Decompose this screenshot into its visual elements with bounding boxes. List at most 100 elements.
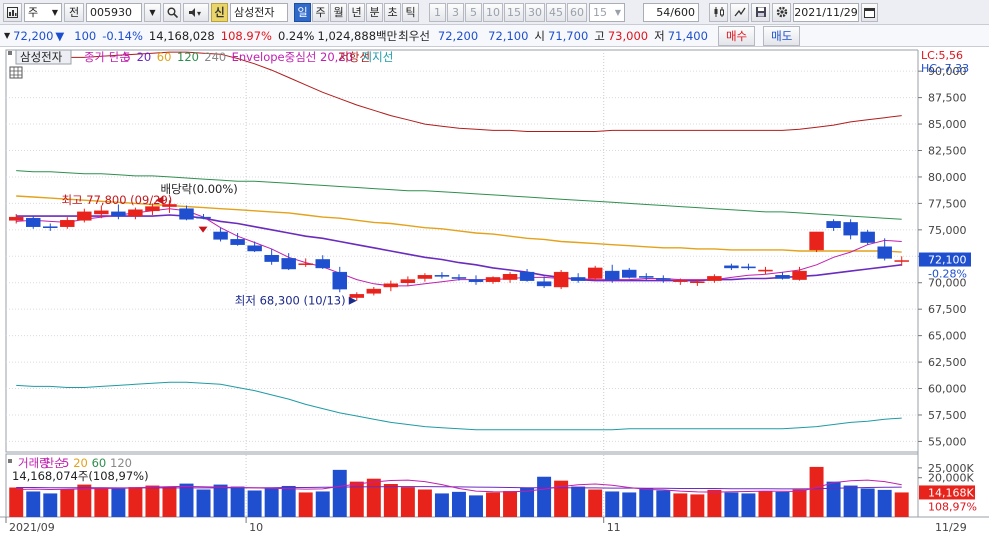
candle-body: [315, 259, 330, 269]
high-price: 73,000: [607, 28, 649, 43]
legend-ma-period: 20: [137, 50, 152, 64]
candle-body: [843, 222, 858, 236]
candle-body: [60, 220, 75, 227]
interval-button-45[interactable]: 45: [546, 2, 566, 22]
candle-body: [639, 276, 654, 278]
y-tick-label: 60,000: [928, 383, 967, 396]
period-tab-6[interactable]: 틱: [402, 2, 419, 22]
candle-body: [94, 210, 109, 215]
interval-button-10[interactable]: 10: [483, 2, 503, 22]
search-icon[interactable]: [163, 2, 181, 22]
volume-bar: [843, 485, 858, 517]
current-price: 72,200: [13, 28, 54, 43]
interval-button-5[interactable]: 5: [465, 2, 482, 22]
candle-body: [553, 271, 569, 288]
date-field[interactable]: 2021/11/29: [793, 2, 859, 22]
candle-body: [570, 277, 586, 281]
period-tab-5[interactable]: 초: [384, 2, 401, 22]
legends: 삼성전자 종가 단순5 20 60 120 240 Envelope중심선 20,20저항선…: [8, 49, 393, 483]
candle-body: [775, 275, 790, 279]
volume-bar: [281, 485, 296, 517]
volume-legend-name: 거래량: [18, 456, 50, 470]
candle-body: [707, 276, 722, 281]
volume-bar: [554, 480, 569, 517]
interval-button-3[interactable]: 3: [447, 2, 464, 22]
candle-body: [26, 217, 41, 227]
price-tag-pct: -0.28%: [928, 268, 967, 281]
save-icon[interactable]: [751, 2, 770, 22]
interval-button-15[interactable]: 15: [504, 2, 524, 22]
envelope-upper-line: [16, 51, 902, 132]
buy-button[interactable]: 매수: [717, 25, 756, 46]
calendar-icon[interactable]: [861, 2, 878, 22]
dropdown-marker-icon[interactable]: ▼: [4, 31, 11, 40]
y-tick-label: 65,000: [928, 330, 967, 343]
candle-body: [673, 280, 688, 282]
candle-body: [332, 271, 347, 290]
volume-bar: [588, 489, 603, 517]
volume-legend-bullet-icon: [8, 459, 12, 463]
stock-code-input[interactable]: 005930: [86, 2, 142, 22]
legend-name-box: [15, 49, 72, 65]
trend-line-icon[interactable]: [730, 2, 749, 22]
interval-button-30[interactable]: 30: [525, 2, 545, 22]
y-tick-label: 75,000: [928, 224, 967, 237]
volume-legend-ma-label: 단순: [44, 456, 65, 470]
period-tab-4[interactable]: 분: [366, 2, 383, 22]
count-display[interactable]: 54/600: [643, 2, 699, 22]
stock-chart[interactable]: 90,000 87,500 85,000 82,500 80,000 77,500 75,0…: [0, 47, 989, 537]
volume-bar: [213, 484, 228, 517]
mode-select[interactable]: 주 ▼: [24, 2, 62, 22]
candle-body: [519, 271, 535, 281]
volume-bar: [196, 489, 211, 517]
ma120-line: [16, 170, 902, 220]
period-tab-1[interactable]: 주: [312, 2, 329, 22]
speaker-icon[interactable]: ▾: [183, 2, 209, 22]
high-marker-icon: [155, 196, 164, 205]
interval-button-1[interactable]: 1: [429, 2, 446, 22]
volume-ma20-line: [16, 486, 902, 490]
volume-bar: [656, 490, 671, 517]
y-tick-label: 67,500: [928, 303, 967, 316]
volume-bar: [366, 478, 381, 517]
volume-bar: [264, 487, 279, 517]
axes: 90,000 87,500 85,000 82,500 80,000 77,500 75,0…: [5, 65, 974, 534]
interval-select[interactable]: 15 ▼: [589, 2, 625, 22]
y-tick-label: 55,000: [928, 435, 967, 448]
volume-bar: [503, 491, 518, 517]
code-dropdown-button[interactable]: ▼: [144, 2, 161, 22]
candle-type-icon[interactable]: [709, 2, 728, 22]
candle-body: [894, 260, 909, 262]
low-annotation: 최저 68,300 (10/13): [235, 294, 346, 308]
period-tab-3[interactable]: 년: [348, 2, 365, 22]
interval-button-60[interactable]: 60: [567, 2, 587, 22]
volume-legend-current: 14,168,074주(108,97%): [12, 469, 149, 483]
volume-bar: [60, 489, 75, 517]
x-end-label: 11/29: [935, 521, 967, 534]
candle-body: [417, 275, 433, 279]
chart-menu-icon[interactable]: [3, 2, 22, 22]
settings-gear-icon[interactable]: [772, 2, 791, 22]
range-button[interactable]: 전: [64, 2, 84, 22]
legend-bullet-icon: [8, 51, 12, 55]
candle-body: [604, 270, 620, 280]
volume-bar: [707, 489, 722, 517]
period-tab-0[interactable]: 일: [294, 2, 311, 22]
volume-ratio: 108.97%: [220, 28, 272, 43]
svg-text:▾: ▾: [197, 9, 201, 18]
annotations: 최고 77,800 (09/29) 최저 68,300 (10/13) 배당락(0.…: [61, 49, 976, 513]
y-tick-label: 82,500: [928, 145, 967, 158]
volume-bar: [792, 489, 807, 517]
volume-bar: [145, 485, 160, 517]
candle-body: [196, 216, 211, 219]
volume-bar: [451, 491, 466, 517]
candle-body: [111, 211, 126, 217]
sell-button[interactable]: 매도: [763, 25, 801, 46]
candle-body: [213, 231, 228, 240]
low-marker-icon: [348, 296, 357, 305]
open-label: 시: [534, 28, 546, 43]
period-tab-2[interactable]: 월: [330, 2, 347, 22]
candle-body: [366, 288, 382, 294]
